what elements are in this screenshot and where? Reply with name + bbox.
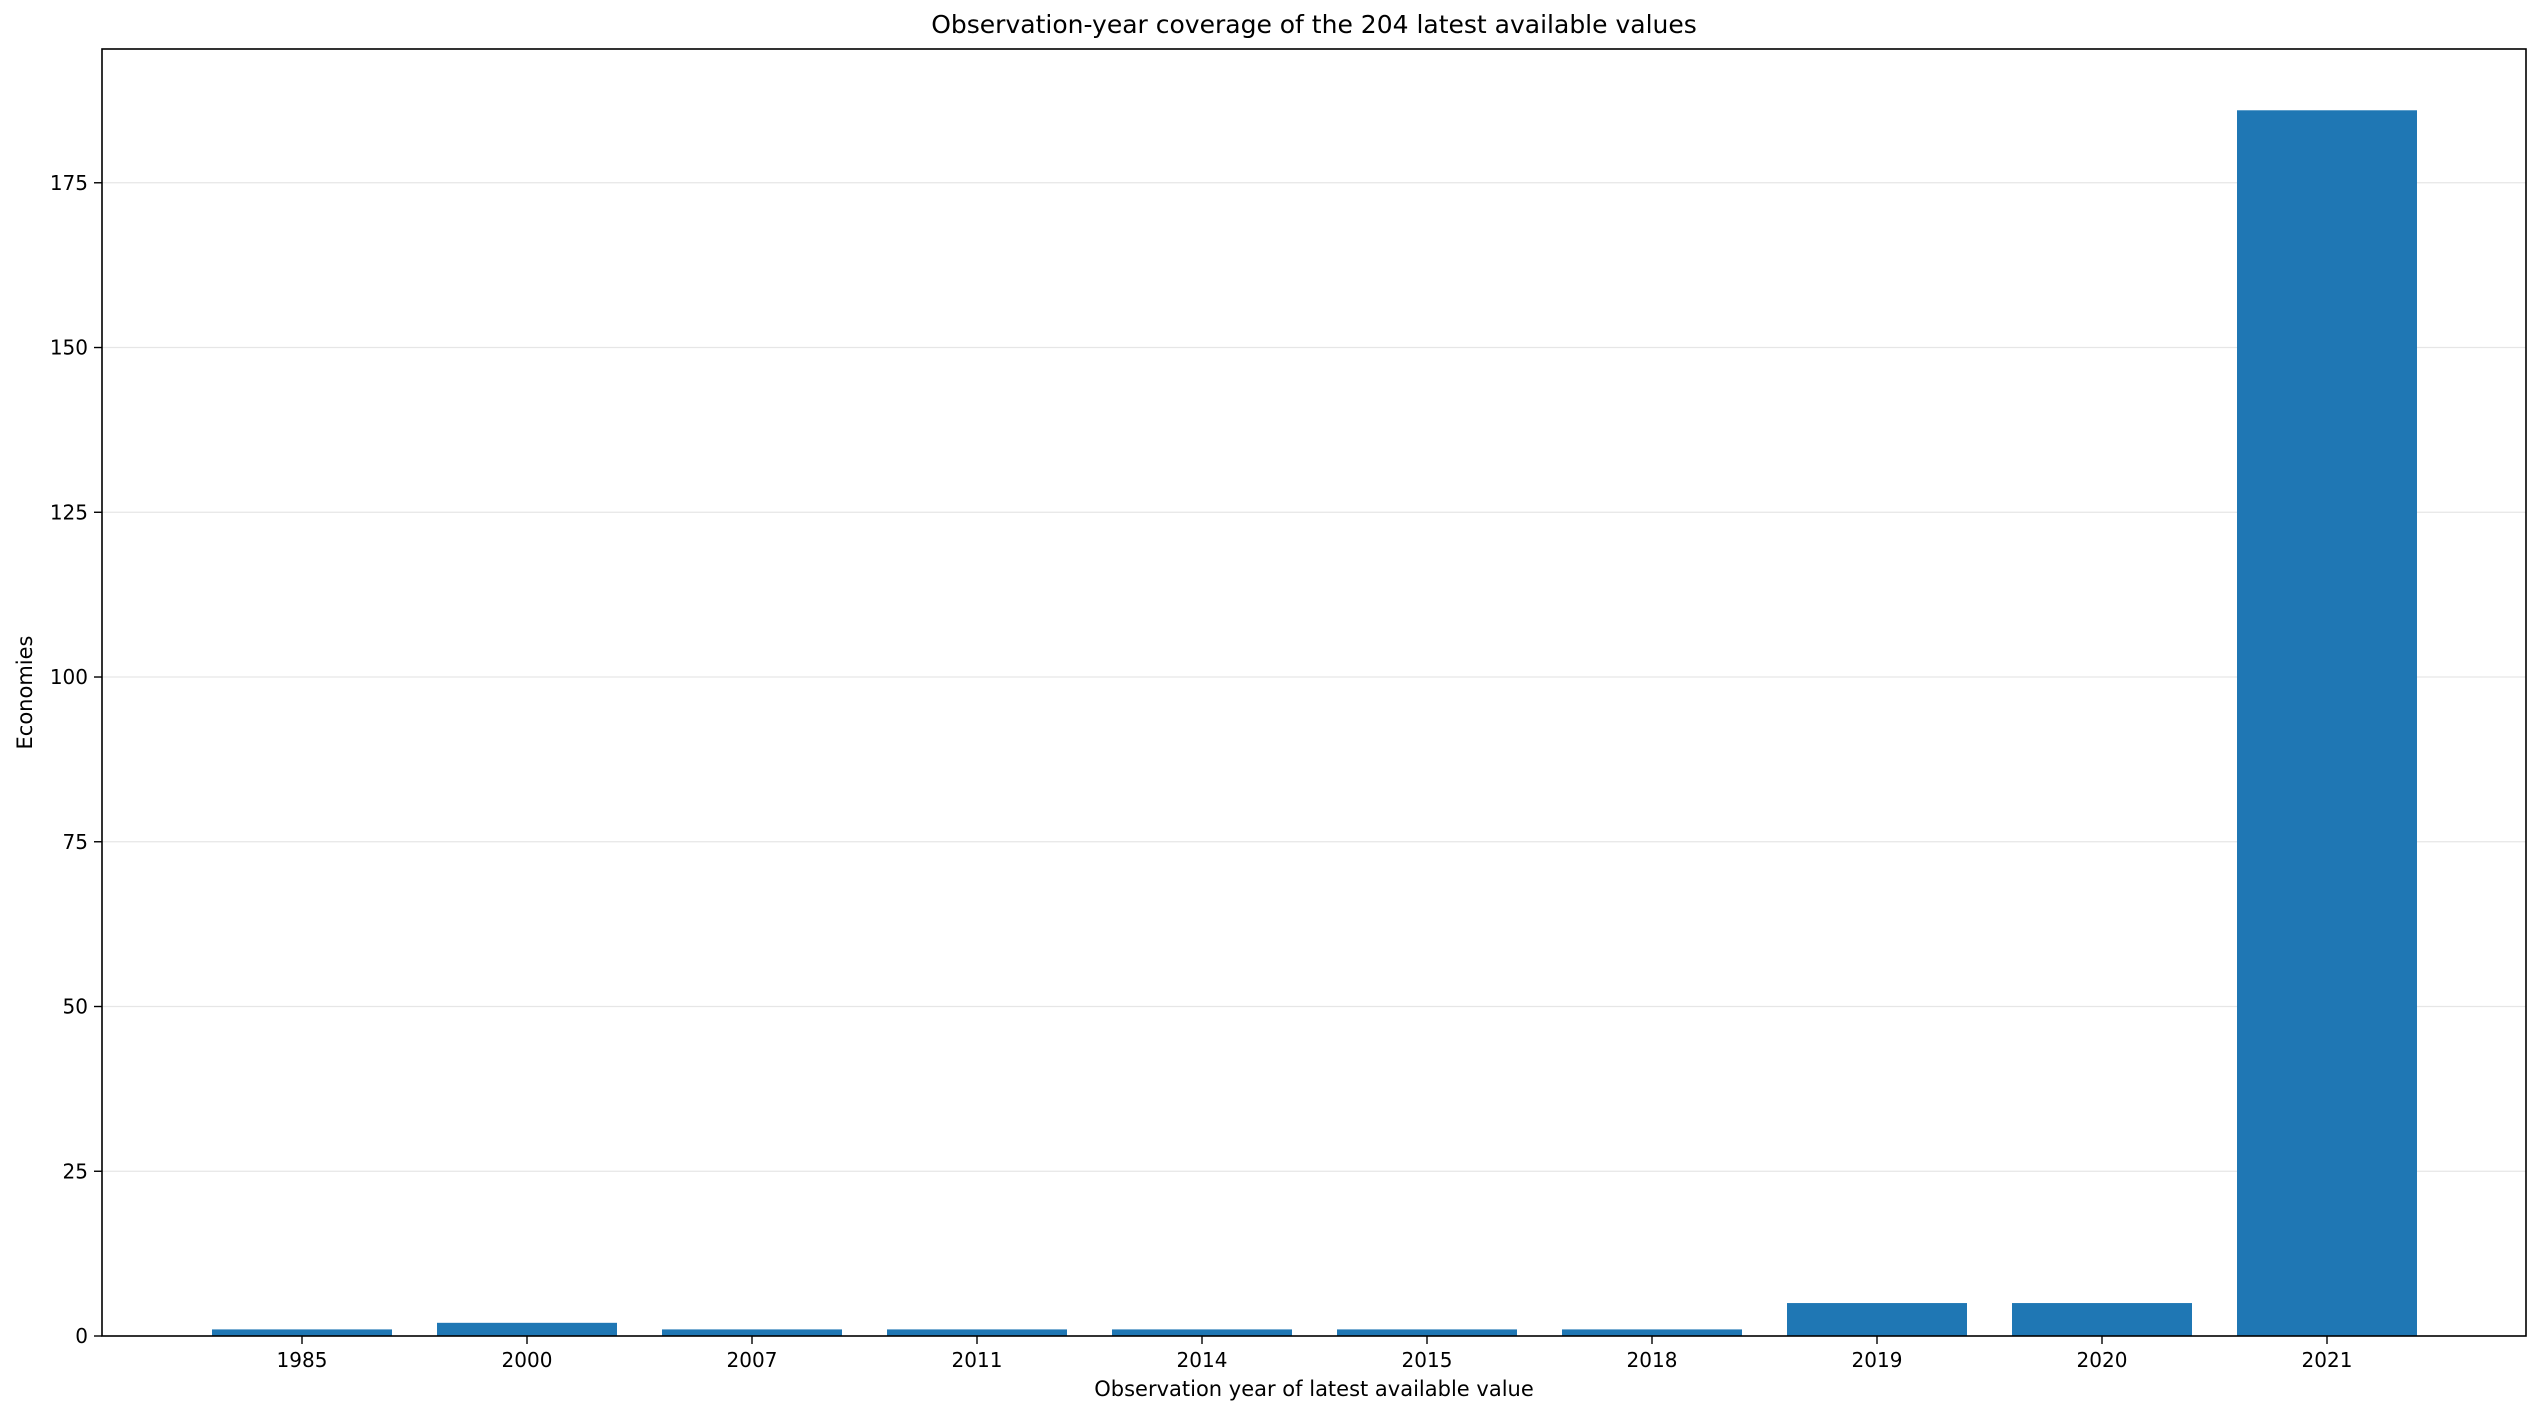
x-tick-label: 2000 <box>502 1348 553 1372</box>
bar-1985 <box>212 1329 392 1336</box>
y-tick-label: 150 <box>50 336 88 360</box>
y-tick-label: 0 <box>75 1324 88 1348</box>
y-tick-label: 75 <box>63 830 88 854</box>
bar-2018 <box>1562 1329 1742 1336</box>
bar-2014 <box>1112 1329 1292 1336</box>
gridlines <box>102 182 2526 1172</box>
y-tick-label: 25 <box>63 1159 88 1183</box>
y-axis-label: Economies <box>13 636 37 750</box>
x-tick-label: 2015 <box>1402 1348 1453 1372</box>
y-tick-label: 125 <box>50 500 88 524</box>
bar-2021 <box>2237 110 2417 1336</box>
x-tick-label: 2020 <box>2077 1348 2128 1372</box>
y-tick-label: 175 <box>50 171 88 195</box>
bar-2020 <box>2012 1303 2192 1336</box>
chart-title: Observation-year coverage of the 204 lat… <box>931 10 1697 39</box>
y-tick-label: 100 <box>50 665 88 689</box>
bar-2015 <box>1337 1329 1517 1336</box>
x-tick-label: 2021 <box>2302 1348 2353 1372</box>
x-axis-label: Observation year of latest available val… <box>1094 1377 1534 1401</box>
y-axis-ticks: 0 25 50 75 100 125 150 175 <box>50 171 102 1348</box>
bar-2000 <box>437 1322 617 1336</box>
bar-2007 <box>662 1329 842 1336</box>
x-tick-label: 2018 <box>1627 1348 1678 1372</box>
x-tick-label: 2011 <box>952 1348 1003 1372</box>
bar-2019 <box>1787 1303 1967 1336</box>
x-axis-ticks: 1985 2000 2007 2011 2014 2015 2018 2019 2020 2021 <box>277 1336 2353 1372</box>
x-tick-label: 2007 <box>727 1348 778 1372</box>
bar-2011 <box>887 1329 1067 1336</box>
x-tick-label: 2014 <box>1177 1348 1228 1372</box>
bars <box>212 110 2417 1336</box>
x-tick-label: 1985 <box>277 1348 328 1372</box>
plot-area-frame <box>101 48 2527 1337</box>
x-tick-label: 2019 <box>1852 1348 1903 1372</box>
y-tick-label: 50 <box>63 995 88 1019</box>
